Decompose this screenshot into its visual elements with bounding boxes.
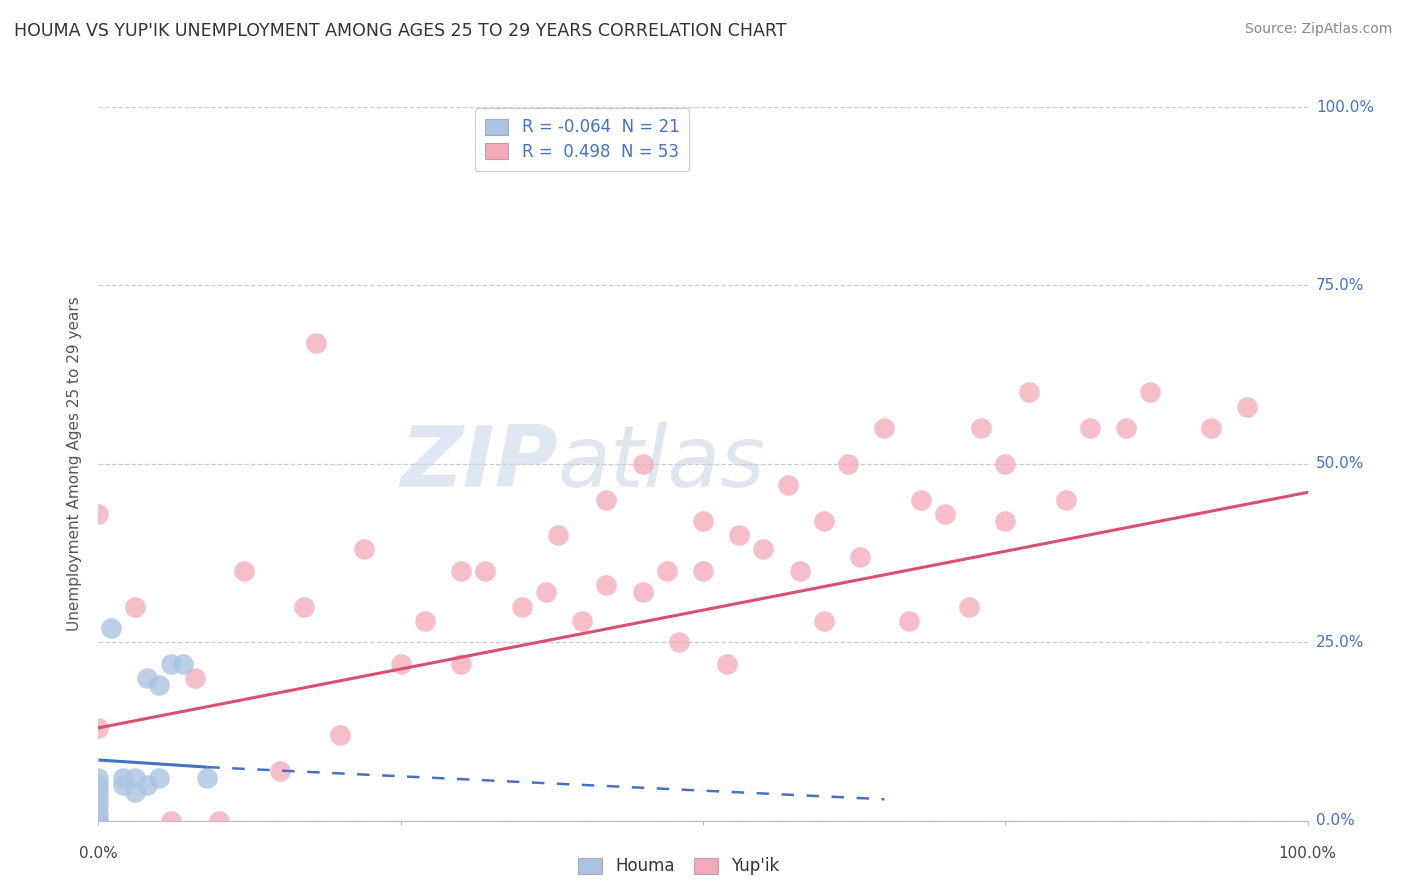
Point bbox=[160, 814, 183, 828]
Point bbox=[111, 771, 134, 785]
Point bbox=[208, 814, 231, 828]
Point bbox=[389, 657, 412, 671]
Point bbox=[87, 778, 110, 792]
Point bbox=[728, 528, 751, 542]
Point bbox=[1078, 421, 1101, 435]
Text: 0.0%: 0.0% bbox=[1316, 814, 1354, 828]
Point bbox=[87, 507, 110, 521]
Point bbox=[595, 492, 617, 507]
Point bbox=[994, 457, 1017, 471]
Point bbox=[1139, 385, 1161, 400]
Point bbox=[124, 771, 146, 785]
Point bbox=[269, 764, 291, 778]
Point bbox=[897, 614, 920, 628]
Point bbox=[934, 507, 956, 521]
Point bbox=[910, 492, 932, 507]
Point bbox=[100, 621, 122, 635]
Text: ZIP: ZIP bbox=[401, 422, 558, 506]
Point bbox=[474, 564, 496, 578]
Point bbox=[329, 728, 352, 742]
Point bbox=[668, 635, 690, 649]
Y-axis label: Unemployment Among Ages 25 to 29 years: Unemployment Among Ages 25 to 29 years bbox=[67, 296, 83, 632]
Point bbox=[595, 578, 617, 592]
Point bbox=[571, 614, 593, 628]
Point bbox=[873, 421, 896, 435]
Text: 0.0%: 0.0% bbox=[79, 846, 118, 861]
Point bbox=[813, 614, 835, 628]
Point bbox=[413, 614, 436, 628]
Point bbox=[994, 514, 1017, 528]
Point bbox=[789, 564, 811, 578]
Point bbox=[124, 599, 146, 614]
Point bbox=[148, 771, 170, 785]
Point bbox=[692, 564, 714, 578]
Point bbox=[655, 564, 678, 578]
Point bbox=[232, 564, 254, 578]
Text: 75.0%: 75.0% bbox=[1316, 278, 1364, 293]
Point bbox=[87, 799, 110, 814]
Point bbox=[1236, 400, 1258, 414]
Point bbox=[547, 528, 569, 542]
Point bbox=[305, 335, 328, 350]
Legend: Houma, Yup'ik: Houma, Yup'ik bbox=[569, 849, 787, 884]
Point bbox=[970, 421, 993, 435]
Point bbox=[172, 657, 194, 671]
Point bbox=[135, 778, 157, 792]
Point bbox=[184, 671, 207, 685]
Text: 50.0%: 50.0% bbox=[1316, 457, 1364, 471]
Text: Source: ZipAtlas.com: Source: ZipAtlas.com bbox=[1244, 22, 1392, 37]
Point bbox=[631, 457, 654, 471]
Point bbox=[87, 814, 110, 828]
Point bbox=[752, 542, 775, 557]
Point bbox=[87, 721, 110, 735]
Point bbox=[160, 657, 183, 671]
Point bbox=[292, 599, 315, 614]
Point bbox=[1115, 421, 1137, 435]
Point bbox=[631, 585, 654, 599]
Point bbox=[87, 785, 110, 799]
Point bbox=[195, 771, 218, 785]
Point bbox=[87, 814, 110, 828]
Text: 100.0%: 100.0% bbox=[1278, 846, 1337, 861]
Point bbox=[87, 792, 110, 806]
Point bbox=[1018, 385, 1040, 400]
Point bbox=[353, 542, 375, 557]
Point bbox=[450, 564, 472, 578]
Point bbox=[1054, 492, 1077, 507]
Point bbox=[849, 549, 872, 564]
Point bbox=[692, 514, 714, 528]
Point bbox=[534, 585, 557, 599]
Point bbox=[87, 814, 110, 828]
Point bbox=[837, 457, 859, 471]
Point bbox=[716, 657, 738, 671]
Point bbox=[148, 678, 170, 692]
Point bbox=[813, 514, 835, 528]
Point bbox=[450, 657, 472, 671]
Point bbox=[135, 671, 157, 685]
Point bbox=[1199, 421, 1222, 435]
Text: 100.0%: 100.0% bbox=[1316, 100, 1374, 114]
Point bbox=[957, 599, 980, 614]
Text: 25.0%: 25.0% bbox=[1316, 635, 1364, 649]
Point bbox=[510, 599, 533, 614]
Point bbox=[776, 478, 799, 492]
Point bbox=[111, 778, 134, 792]
Point bbox=[124, 785, 146, 799]
Text: atlas: atlas bbox=[558, 422, 766, 506]
Point bbox=[87, 771, 110, 785]
Text: HOUMA VS YUP'IK UNEMPLOYMENT AMONG AGES 25 TO 29 YEARS CORRELATION CHART: HOUMA VS YUP'IK UNEMPLOYMENT AMONG AGES … bbox=[14, 22, 786, 40]
Point bbox=[87, 806, 110, 821]
